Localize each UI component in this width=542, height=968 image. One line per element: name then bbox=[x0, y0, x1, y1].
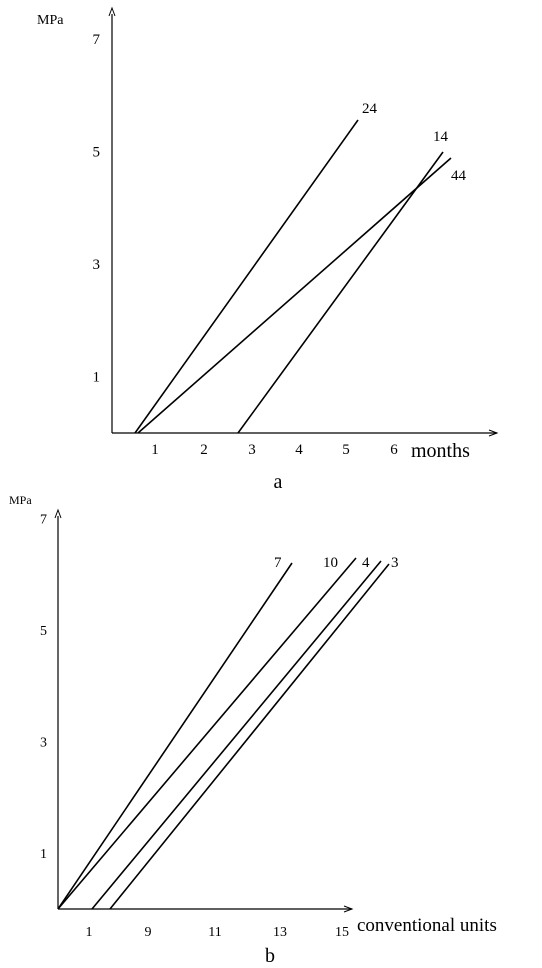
x-axis-label: conventional units bbox=[357, 915, 497, 936]
series-line-14 bbox=[237, 151, 444, 434]
series-label-7: 7 bbox=[274, 555, 282, 571]
y-tick-label: 5 bbox=[40, 624, 47, 639]
x-tick-label: 4 bbox=[295, 442, 303, 458]
panel-label: b bbox=[265, 945, 275, 967]
x-axis-label: months bbox=[411, 440, 470, 462]
y-tick-label: 3 bbox=[40, 736, 47, 751]
series-line-44 bbox=[137, 157, 452, 434]
y-tick-label: 7 bbox=[40, 512, 47, 527]
y-axis-arrow bbox=[54, 508, 62, 519]
x-tick-label: 3 bbox=[248, 442, 256, 458]
x-tick-label: 9 bbox=[145, 925, 152, 940]
x-tick-label: 1 bbox=[151, 442, 159, 458]
y-tick-label: 5 bbox=[93, 145, 101, 161]
series-line-7 bbox=[57, 562, 293, 910]
series-label-3: 3 bbox=[391, 555, 399, 571]
x-tick-label: 11 bbox=[208, 925, 221, 940]
x-tick-label: 2 bbox=[200, 442, 208, 458]
x-tick-label: 5 bbox=[342, 442, 350, 458]
y-axis-label: MPa bbox=[37, 13, 64, 28]
y-tick-label: 1 bbox=[40, 847, 47, 862]
y-tick-label: 3 bbox=[93, 257, 101, 273]
series-line-10 bbox=[57, 557, 357, 910]
series-line-4 bbox=[91, 560, 382, 910]
series-line-3 bbox=[109, 563, 390, 910]
x-tick-label: 6 bbox=[390, 442, 398, 458]
y-tick-label: 7 bbox=[93, 32, 101, 48]
panel-a: MPa 1 3 5 7 1 2 3 4 5 6 months 24 14 44 a bbox=[37, 6, 499, 493]
x-tick-label: 13 bbox=[273, 925, 287, 940]
y-axis-arrow bbox=[108, 6, 116, 17]
series-label-24: 24 bbox=[362, 101, 378, 117]
series-label-14: 14 bbox=[433, 129, 449, 145]
series-label-44: 44 bbox=[451, 168, 467, 184]
y-tick-label: 1 bbox=[93, 370, 101, 386]
x-tick-label: 1 bbox=[86, 925, 93, 940]
y-axis-label: MPa bbox=[9, 493, 32, 507]
x-axis-arrow bbox=[488, 429, 499, 437]
x-axis-arrow bbox=[343, 905, 354, 913]
series-line-24 bbox=[134, 119, 359, 434]
series-label-4: 4 bbox=[362, 555, 370, 571]
panel-label: a bbox=[274, 471, 283, 493]
series-label-10: 10 bbox=[323, 555, 338, 571]
x-tick-label: 15 bbox=[335, 925, 349, 940]
